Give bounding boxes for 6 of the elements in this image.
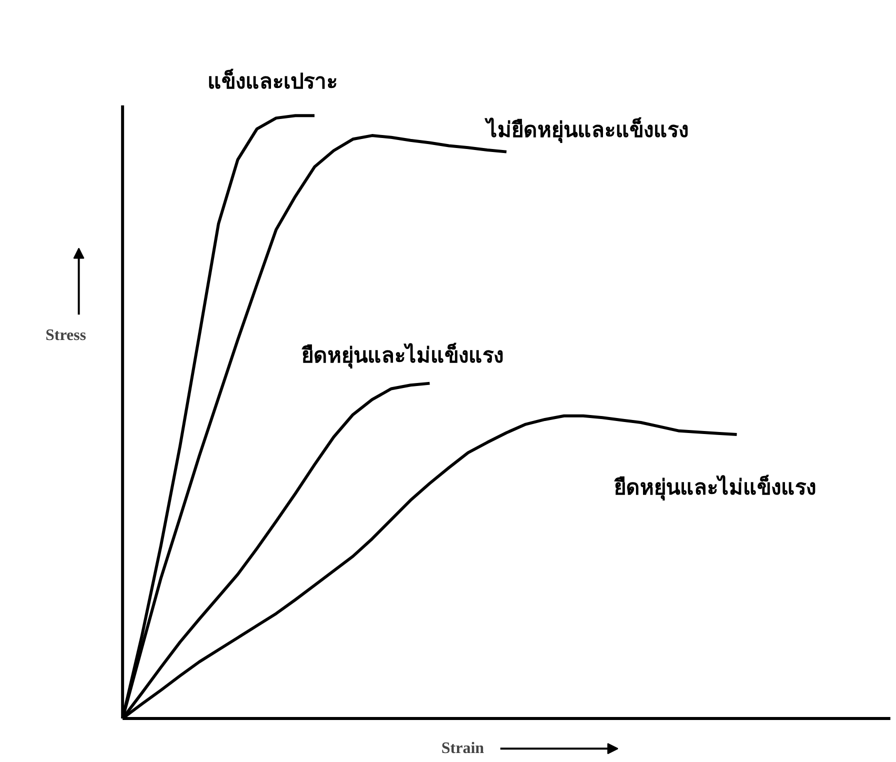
series-label: ยืดหยุ่นและไม่แข็งแรง — [302, 341, 504, 370]
y-axis-title: Stress — [45, 327, 86, 344]
series-label: ไม่ยืดหยุ่นและแข็งแรง — [484, 116, 688, 144]
text: ยืดหยุ่นและไม่แข็งแรง — [614, 474, 816, 502]
x-axis-title: Strain — [441, 740, 484, 758]
series-label: แข็งและเปราะ — [208, 68, 338, 94]
